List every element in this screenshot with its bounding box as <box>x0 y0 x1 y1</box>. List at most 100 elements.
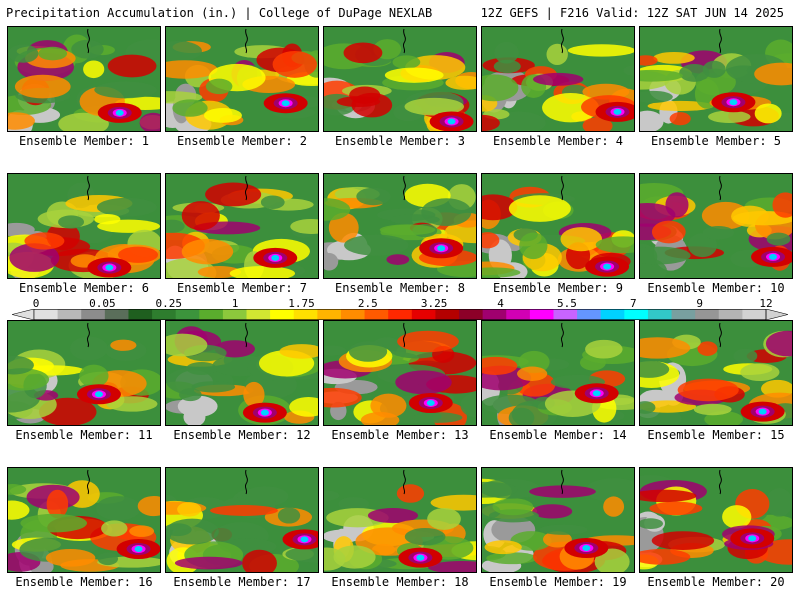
ensemble-member-label: Ensemble Member: 2 <box>176 134 308 148</box>
ensemble-member-label: Ensemble Member: 20 <box>647 575 785 589</box>
precip-field <box>324 174 476 278</box>
ensemble-member-map <box>481 173 635 279</box>
ensemble-member-label: Ensemble Member: 16 <box>15 575 153 589</box>
colorbar-segment <box>553 309 578 320</box>
precip-field <box>640 468 792 572</box>
colorbar-segment <box>529 309 554 320</box>
colorbar-segment <box>600 309 625 320</box>
colorbar-tick-label: 2.5 <box>357 297 378 310</box>
lake-outline <box>86 322 90 348</box>
precip-field <box>482 321 634 425</box>
colorbar-segment <box>671 309 696 320</box>
precip-field <box>482 468 634 572</box>
colorbar-segment <box>340 309 366 320</box>
precip-field <box>166 468 318 572</box>
ensemble-member-map <box>165 467 319 573</box>
precip-field <box>8 321 160 425</box>
colorbar-segment <box>506 309 531 320</box>
colorbar-segment <box>293 309 318 320</box>
ensemble-member-map <box>323 173 477 279</box>
colorbar-tick-label: 4 <box>497 297 504 310</box>
colorbar-tick-label: 1 <box>231 297 239 310</box>
colorbar-segment <box>222 309 248 320</box>
ensemble-member-map <box>323 26 477 132</box>
colorbar-tick-label: 0.05 <box>89 297 116 310</box>
ensemble-member-label: Ensemble Member: 1 <box>18 134 150 148</box>
precip-field <box>324 321 476 425</box>
colorbar-labels: 0 0.05 0.25 1 1.75 2.5 3.25 4 5.5 7 9 12 <box>20 297 790 310</box>
colorbar-segment <box>411 309 436 320</box>
ensemble-member-map <box>481 26 635 132</box>
colorbar-segment <box>435 309 460 320</box>
precip-field <box>166 174 318 278</box>
ensemble-member-map <box>323 467 477 573</box>
colorbar-segment <box>57 309 82 320</box>
lake-outline <box>244 28 248 54</box>
ensemble-member-map <box>481 467 635 573</box>
ensemble-member-label: Ensemble Member: 8 <box>334 281 466 295</box>
lake-outline <box>718 322 722 348</box>
colorbar-segment <box>459 309 484 320</box>
precip-field <box>8 27 160 131</box>
precip-field <box>482 174 634 278</box>
precip-field <box>166 321 318 425</box>
ensemble-member-label: Ensemble Member: 17 <box>173 575 311 589</box>
ensemble-member-map <box>639 173 793 279</box>
colorbar-segment <box>152 309 177 320</box>
ensemble-member-label: Ensemble Member: 18 <box>331 575 469 589</box>
colorbar-segment <box>388 309 413 320</box>
lake-outline <box>718 28 722 54</box>
colorbar-segment <box>718 309 743 320</box>
colorbar-tick-label: 3.25 <box>420 297 448 310</box>
ensemble-member-map <box>165 320 319 426</box>
colorbar-tick-label: 0.25 <box>155 297 182 310</box>
ensemble-member-label: Ensemble Member: 7 <box>176 281 308 295</box>
colorbar-tick-label: 0 <box>32 297 40 310</box>
ensemble-member-label: Ensemble Member: 5 <box>650 134 782 148</box>
ensemble-member-label: Ensemble Member: 4 <box>492 134 624 148</box>
ensemble-member-label: Ensemble Member: 14 <box>489 428 627 442</box>
run-info: 12Z GEFS | F216 Valid: 12Z SAT JUN 14 20… <box>480 6 784 20</box>
lake-outline <box>244 175 248 201</box>
colorbar-tick-label: 7 <box>629 297 637 310</box>
colorbar-segment <box>364 309 389 320</box>
lake-outline <box>560 175 564 201</box>
ensemble-member-label: Ensemble Member: 15 <box>647 428 785 442</box>
colorbar-segment <box>624 309 649 320</box>
map-title: Precipitation Accumulation (in.) | Colle… <box>6 6 433 20</box>
ensemble-member-label: Ensemble Member: 10 <box>647 281 785 295</box>
lake-outline <box>86 469 90 495</box>
lake-outline <box>402 175 406 201</box>
colorbar-segment <box>128 309 153 320</box>
ensemble-member-map <box>639 320 793 426</box>
colorbar-left-arrow <box>12 309 35 320</box>
ensemble-member-map <box>165 26 319 132</box>
ensemble-member-map <box>165 173 319 279</box>
precip-field <box>324 468 476 572</box>
precip-field <box>8 468 160 572</box>
lake-outline <box>718 175 722 201</box>
colorbar-tick-label: 5.5 <box>556 297 577 310</box>
colorbar-segment <box>34 309 59 320</box>
lake-outline <box>86 175 90 201</box>
lake-outline <box>402 322 406 348</box>
precip-field <box>640 27 792 131</box>
colorbar-segment <box>175 309 200 320</box>
colorbar-segment <box>246 309 271 320</box>
colorbar-right-arrow <box>765 309 788 320</box>
ensemble-member-map <box>639 467 793 573</box>
colorbar-segment <box>270 309 295 320</box>
colorbar-segment <box>577 309 602 320</box>
colorbar-tick-label: 1.75 <box>288 297 315 310</box>
colorbar-segment <box>742 309 767 320</box>
lake-outline <box>560 322 564 348</box>
lake-outline <box>560 469 564 495</box>
lake-outline <box>718 469 722 495</box>
colorbar-segment <box>104 309 129 320</box>
lake-outline <box>244 469 248 495</box>
ensemble-member-label: Ensemble Member: 12 <box>173 428 311 442</box>
colorbar-segment <box>317 309 342 320</box>
lake-outline <box>402 469 406 495</box>
ensemble-member-map <box>7 320 161 426</box>
colorbar-segment <box>81 309 106 320</box>
